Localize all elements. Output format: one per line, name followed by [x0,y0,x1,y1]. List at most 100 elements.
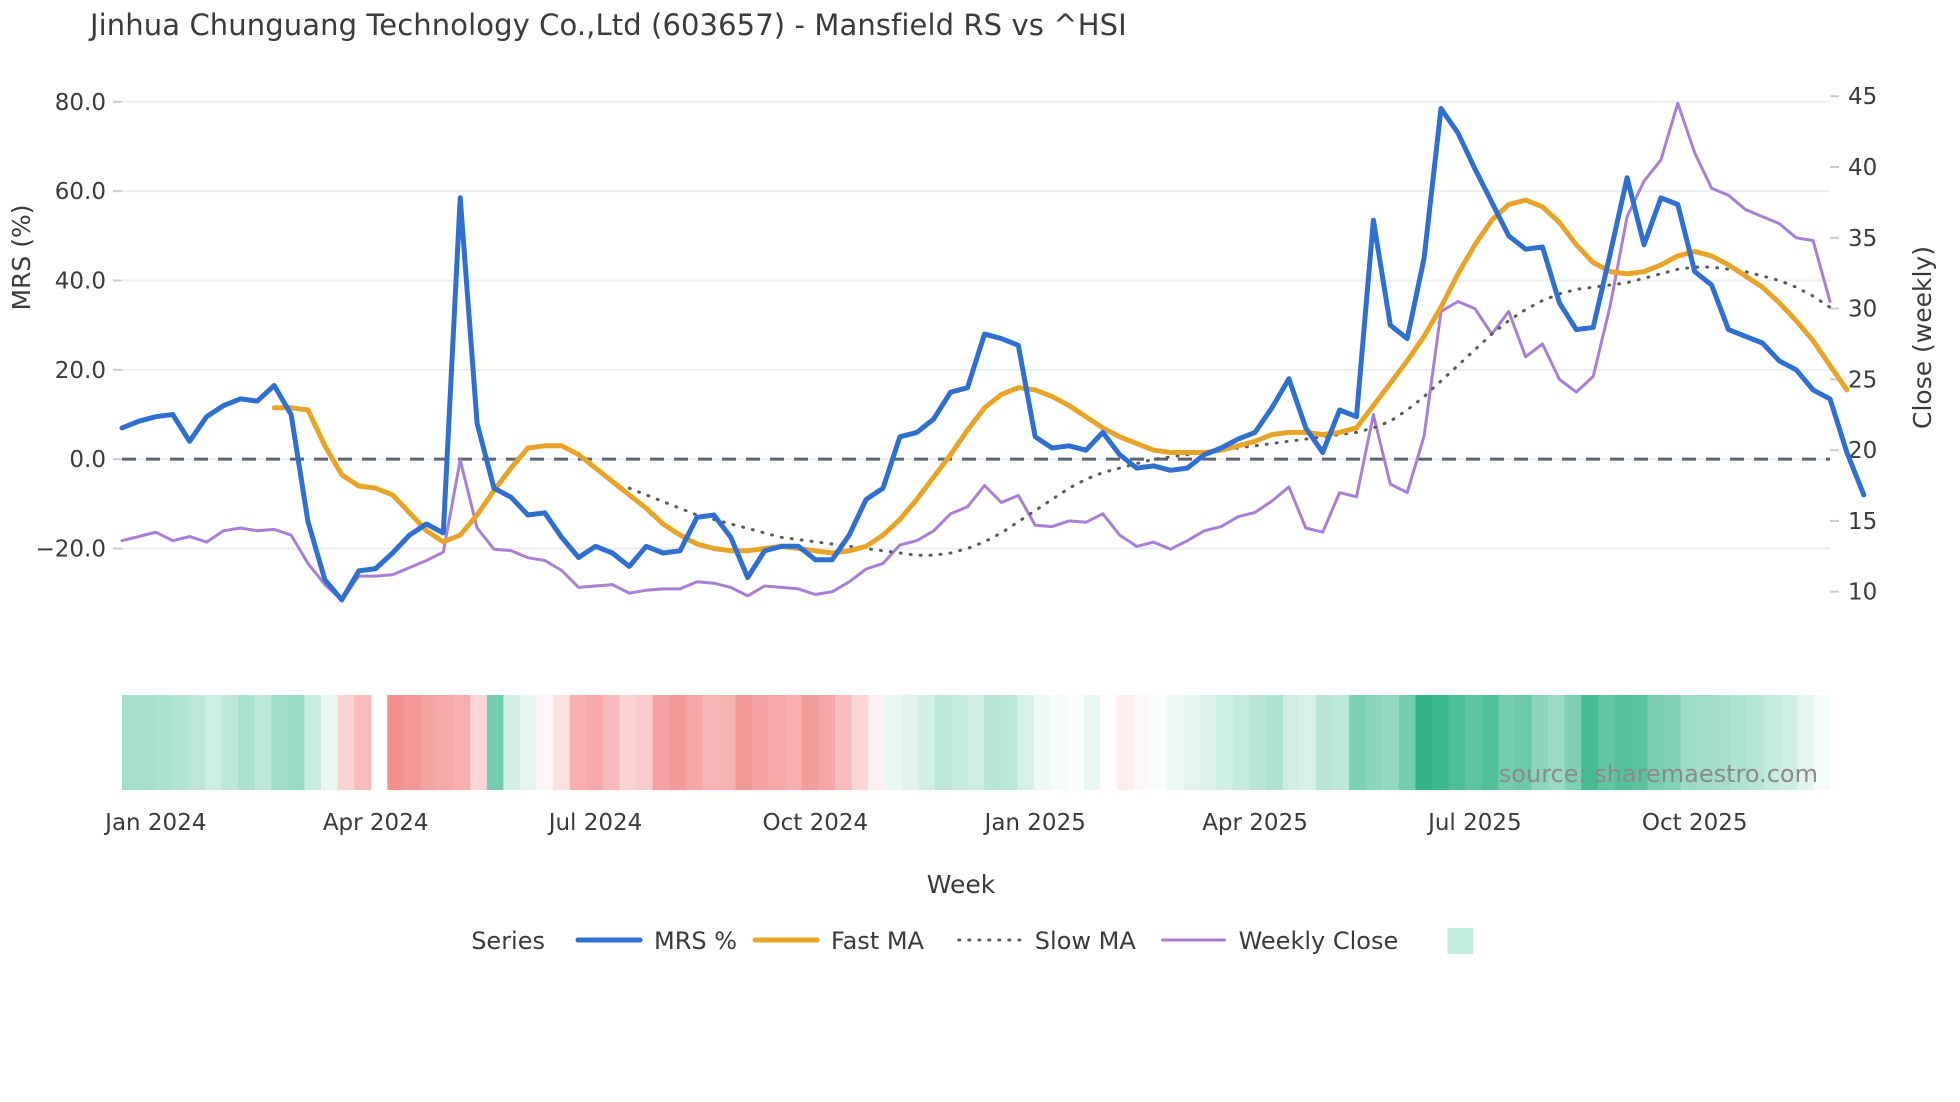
band-cell [1000,695,1019,790]
band-cell [387,695,405,790]
x-axis-tick-label: Oct 2025 [1642,810,1748,836]
right-axis: 45 40 35 30 25 20 15 10 Close (weekly) [1830,84,1937,606]
legend-label-slow-ma: Slow MA [1035,927,1137,955]
band-cell [1581,695,1599,790]
legend-item-slow-ma[interactable]: Slow MA [957,927,1137,955]
x-axis-tick-label: Oct 2024 [763,810,869,836]
source-watermark: source: sharemaestro.com [1499,760,1818,788]
band-cell [1150,695,1168,790]
band-cell [1597,695,1616,790]
band-cell [835,695,853,790]
x-axis-tick-label: Jul 2024 [547,810,643,836]
series-line-fast-ma [271,197,1850,556]
band-cell [1664,695,1682,790]
band-cell [1796,695,1815,790]
left-axis-title: MRS (%) [7,204,36,310]
band-cell [287,695,306,790]
band-cell [171,695,189,790]
band-cell [155,695,173,790]
band-cell [569,695,587,790]
right-axis-tick-label: 30 [1848,297,1877,323]
band-cell [536,695,554,790]
band-cell [884,695,902,790]
band-cell [1083,695,1101,790]
band-cell [1116,695,1135,790]
band-cell [138,695,156,790]
band-cell [669,695,687,790]
band-cell [1282,695,1300,790]
band-cell [1017,695,1035,790]
band-cell [1100,695,1118,790]
right-axis-tick-label: 35 [1848,226,1877,252]
band-cell [1564,695,1582,790]
right-axis-title: Close (weekly) [1908,246,1937,429]
band-cell [1067,695,1085,790]
left-axis-tick-label: −20.0 [36,537,106,563]
band-cell [801,695,820,790]
x-axis: Jan 2024 Apr 2024 Jul 2024 Oct 2024 Jan 2025… [103,810,1747,899]
legend-title: Series [471,927,545,955]
legend-item-band-swatch[interactable] [1447,928,1474,954]
band-cell [403,695,422,790]
left-axis: 80.0 60.0 40.0 20.0 0.0 −20.0 MRS (%) [7,90,122,563]
band-cell [718,695,737,790]
band-cell [1432,695,1450,790]
band-cell [1233,695,1251,790]
legend-swatch-band-swatch [1447,928,1474,954]
band-cell [1382,695,1400,790]
band-cell [503,695,521,790]
band-cell [1315,695,1334,790]
band-cell [1266,695,1284,790]
band-cell [1166,695,1184,790]
band-cell [1730,695,1748,790]
series-layer [119,101,1867,603]
legend-item-fast-ma[interactable]: Fast MA [752,927,925,955]
band-cell [1780,695,1798,790]
legend-label-mrs: MRS % [654,927,737,955]
band-cell [1747,695,1765,790]
page-title: Jinhua Chunguang Technology Co.,Ltd (603… [90,8,1127,42]
band-cell [917,695,936,790]
band-cell [636,695,654,790]
band-cell [1481,695,1499,790]
right-axis-tick-label: 45 [1848,84,1877,110]
right-axis-tick-label: 15 [1848,509,1877,535]
series-line-slow-ma [627,265,1832,557]
band-cell [420,695,438,790]
band-cell [868,695,886,790]
band-cell [1332,695,1350,790]
legend-item-weekly-close[interactable]: Weekly Close [1161,927,1399,955]
gridlines [122,100,1830,550]
band-cell [1199,695,1218,790]
left-axis-tick-label: 60.0 [55,179,106,205]
band-cell [984,695,1002,790]
band-cell [1415,695,1433,790]
band-cell [1813,695,1831,790]
right-axis-tick-label: 10 [1848,580,1877,606]
band-cell [320,695,339,790]
band-cell [1680,695,1698,790]
band-cell [1183,695,1201,790]
legend-label-weekly-close: Weekly Close [1239,927,1399,955]
band-cell [702,695,720,790]
x-axis-title: Week [927,870,996,899]
band-cell [1514,695,1533,790]
x-axis-tick-label: Jul 2025 [1426,810,1522,836]
band-cell [1647,695,1665,790]
band-cell [951,695,969,790]
band-cell [1216,695,1234,790]
band-cell [453,695,471,790]
band-cell [437,695,455,790]
legend-item-mrs[interactable]: MRS % [575,927,737,955]
band-cell [1763,695,1781,790]
band-cell [619,695,637,790]
band-cell [337,695,355,790]
band-cell [586,695,604,790]
band-cell [685,695,703,790]
band-cell [1050,695,1068,790]
band-cell [221,695,239,790]
band-cell [1614,695,1632,790]
band-cell [602,695,621,790]
band-cell [1713,695,1732,790]
